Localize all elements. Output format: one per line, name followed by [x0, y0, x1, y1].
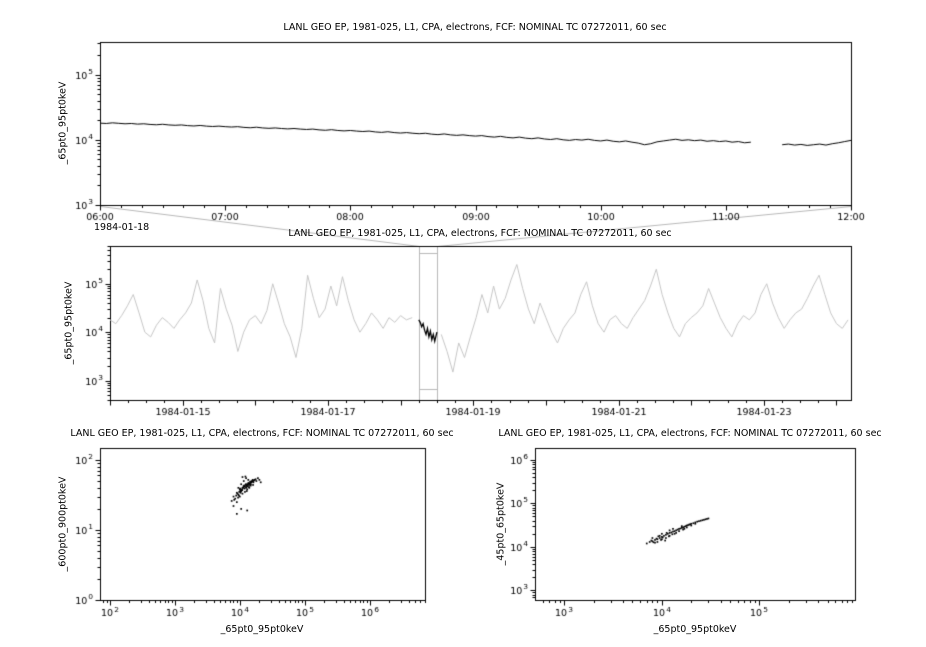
y-axis-label-scatter-left: _600pt0_900pt0keV [57, 476, 69, 572]
y-axis-label-scatter-right: _45pt0_65pt0keV [495, 482, 507, 566]
panel-title-scatter-left: LANL GEO EP, 1981-025, L1, CPA, electron… [70, 428, 454, 439]
x-axis-label-scatter-right: _65pt0_95pt0keV [653, 624, 737, 635]
y-axis-label-top: _65pt0_95pt0keV [57, 81, 69, 165]
x-axis-context-date: 1984-01-18 [94, 222, 150, 233]
panel-title-scatter-right: LANL GEO EP, 1981-025, L1, CPA, electron… [498, 428, 882, 439]
panel-title-top: LANL GEO EP, 1981-025, L1, CPA, electron… [283, 22, 667, 33]
x-axis-label-scatter-left: _65pt0_95pt0keV [220, 624, 304, 635]
panel-title-context: LANL GEO EP, 1981-025, L1, CPA, electron… [288, 228, 672, 239]
y-axis-label-context: _65pt0_95pt0keV [63, 281, 75, 365]
